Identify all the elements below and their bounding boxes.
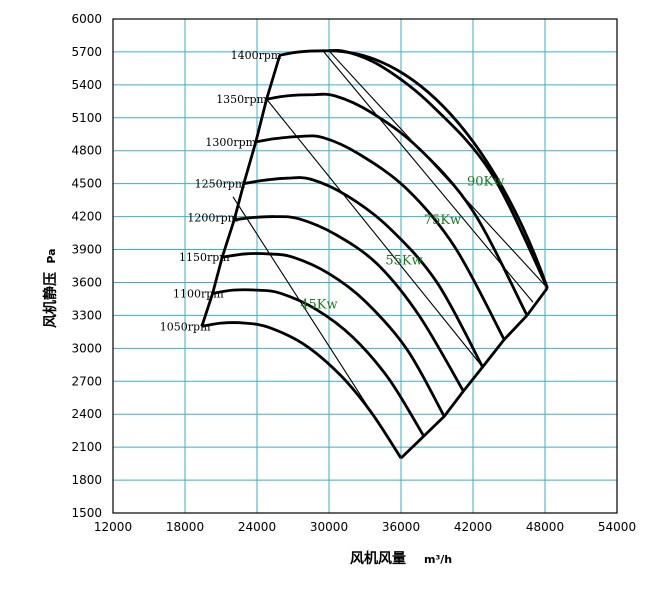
y-tick-label: 2400 xyxy=(71,407,102,421)
y-tick-label: 4500 xyxy=(71,177,102,191)
y-tick-label: 2100 xyxy=(71,440,102,454)
y-tick-label: 3900 xyxy=(71,243,102,257)
rpm-curve-1150rpm xyxy=(221,252,446,418)
y-tick-label: 1500 xyxy=(71,506,102,520)
x-tick-label: 36000 xyxy=(382,520,420,534)
x-axis-title: 风机风量 xyxy=(350,550,406,567)
rpm-curve-1250rpm xyxy=(243,176,484,368)
x-axis-unit: m³/h xyxy=(424,553,452,566)
y-tick-label: 5700 xyxy=(71,45,102,59)
power-label: 45Kw xyxy=(300,297,337,312)
envelope-outer-arc xyxy=(328,49,549,289)
y-axis-unit: Pa xyxy=(45,248,58,263)
power-line xyxy=(322,50,534,303)
x-tick-label: 48000 xyxy=(526,520,564,534)
rpm-curve-1100rpm xyxy=(212,288,425,437)
rpm-curve-1050rpm xyxy=(201,321,403,459)
y-tick-label: 3600 xyxy=(71,275,102,289)
annotations: 1050rpm 1100rpm 1150rpm 1200rpm 1250rpm 1300r… xyxy=(160,49,505,333)
rpm-label: 1250rpm xyxy=(195,178,246,191)
envelope-bottom-edge xyxy=(400,287,549,460)
rpm-label: 1100rpm xyxy=(173,287,224,300)
rpm-curve-1300rpm xyxy=(255,134,506,341)
power-label: 90Kw xyxy=(467,174,504,189)
rpm-label: 1150rpm xyxy=(179,251,230,264)
y-tick-label: 2700 xyxy=(71,374,102,388)
x-tick-label: 24000 xyxy=(238,520,276,534)
y-tick-label: 4800 xyxy=(71,144,102,158)
y-axis-title: 风机静压 xyxy=(42,272,59,328)
plot-frame xyxy=(112,18,618,514)
x-tick-label: 30000 xyxy=(310,520,348,534)
rpm-curve-1350rpm xyxy=(266,92,529,317)
y-tick-label: 3000 xyxy=(71,341,102,355)
x-tick-label: 18000 xyxy=(166,520,204,534)
envelope-left-edge xyxy=(200,54,282,327)
power-label: 75Kw xyxy=(424,213,461,228)
y-tick-label: 5100 xyxy=(71,111,102,125)
x-tick-label: 12000 xyxy=(94,520,132,534)
power-label: 55Kw xyxy=(385,254,422,269)
rpm-label: 1350rpm xyxy=(216,93,267,106)
y-tick-label: 6000 xyxy=(71,12,102,26)
x-tick-label: 42000 xyxy=(454,520,492,534)
rpm-label: 1200rpm xyxy=(187,212,238,225)
rpm-curve-1400rpm xyxy=(279,48,549,289)
grid-lines xyxy=(112,18,618,514)
rpm-label: 1050rpm xyxy=(160,320,211,333)
y-tick-label: 5400 xyxy=(71,78,102,92)
rpm-curve-1200rpm xyxy=(234,215,465,392)
y-tick-label: 4200 xyxy=(71,210,102,224)
rpm-label: 1300rpm xyxy=(205,136,256,149)
x-tick-label: 54000 xyxy=(598,520,636,534)
y-tick-label: 1800 xyxy=(71,473,102,487)
y-tick-label: 3300 xyxy=(71,308,102,322)
plot-area xyxy=(200,48,549,460)
rpm-label: 1400rpm xyxy=(231,49,282,62)
axis-ticks: 12000 18000 24000 30000 36000 42000 48000 54000… xyxy=(71,12,636,534)
power-line xyxy=(266,98,484,368)
